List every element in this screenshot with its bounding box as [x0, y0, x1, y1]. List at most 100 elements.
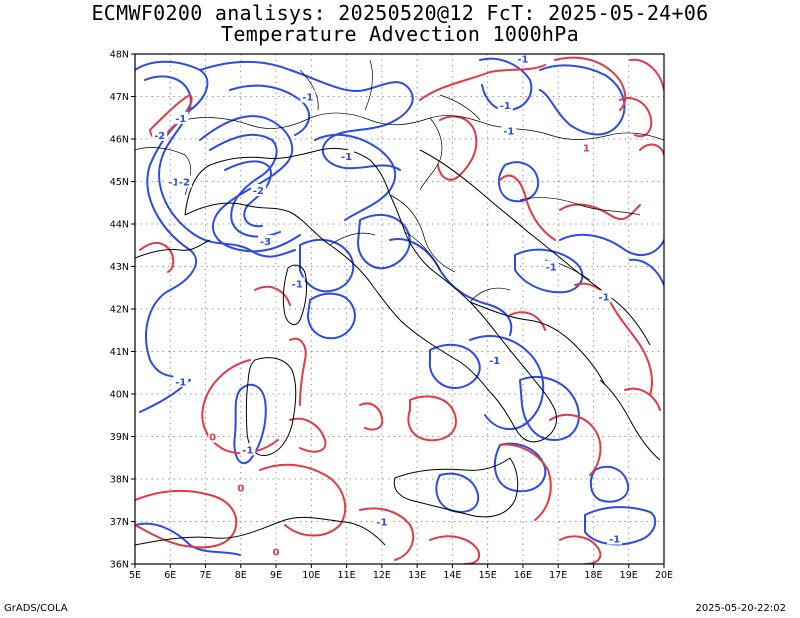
lat-tick-label: 44N	[110, 220, 129, 231]
contour-label-background	[152, 128, 168, 141]
latitude-axis: 36N 37N 38N 39N 40N 41N 42N 43N 44N 45N 46N 47N 48N	[110, 50, 135, 571]
pos-contour-east-2	[639, 143, 664, 156]
neg-contour-ne	[479, 57, 533, 112]
neg-contour-south-2	[469, 335, 545, 430]
pos-contour-ionian	[549, 413, 602, 476]
pos-contour-ne-3	[629, 58, 664, 91]
france-coast	[135, 239, 211, 259]
neg-contour-south-3	[519, 375, 580, 441]
contour-label-background	[257, 235, 273, 247]
lat-tick-label: 43N	[110, 262, 129, 273]
pos-contour-south-3	[359, 507, 415, 561]
lon-tick-label: 13E	[408, 570, 426, 581]
contour-label: 0	[209, 433, 216, 444]
pos-contour-sicily-1	[407, 395, 457, 442]
footer-software-label: GrADS/COLA	[4, 603, 68, 614]
pos-contour-sardinia-e	[289, 417, 327, 453]
contour-label: -1	[175, 377, 186, 388]
contour-label: -2	[179, 178, 190, 189]
pos-contour-ne-1	[419, 64, 546, 101]
neg-contour-south-1	[428, 343, 481, 389]
contour-label-background	[596, 290, 612, 303]
lon-tick-label: 9E	[270, 570, 282, 581]
neg-contour-sardinia	[233, 383, 267, 465]
contour-label: -1	[292, 280, 303, 291]
lat-tick-label: 42N	[110, 305, 129, 316]
contour-label: 0	[273, 547, 280, 558]
lat-tick-label: 39N	[110, 432, 129, 443]
lon-tick-label: 8E	[235, 570, 247, 581]
contour-label: -2	[154, 131, 165, 142]
contour-label: -1	[500, 101, 511, 112]
neg-contour-se	[584, 506, 657, 546]
contour-label-background	[208, 430, 217, 443]
contour-label: -1	[517, 54, 528, 65]
lon-tick-label: 18E	[584, 570, 602, 581]
contour-label-background	[271, 545, 281, 558]
pos-contour-croatia	[499, 174, 556, 241]
neg-contour-calabria	[493, 442, 547, 493]
map-title-line1: ECMWF0200 analisys: 20250520@12 FcT: 202…	[91, 1, 709, 25]
puglia-coast	[469, 301, 606, 386]
coastlines	[135, 147, 661, 546]
lat-tick-label: 48N	[110, 50, 129, 61]
contour-label-background	[173, 111, 189, 124]
neg-contour-ionian	[589, 465, 630, 503]
contour-label: -1	[598, 292, 609, 303]
contour-label: -2	[253, 186, 264, 197]
pos-contour-ne-2	[554, 56, 627, 111]
contour-label-background	[339, 150, 355, 162]
contour-label-background	[240, 443, 256, 456]
lat-tick-label: 46N	[110, 135, 129, 146]
pos-contour-east-1	[624, 387, 661, 411]
pos-contour-puglia	[509, 311, 546, 331]
lon-tick-label: 7E	[200, 570, 212, 581]
lat-tick-label: 37N	[110, 517, 129, 528]
neg-contour-balkan-2	[559, 233, 664, 256]
pos-contour-east-3	[619, 97, 653, 138]
contour-label-background	[582, 141, 591, 154]
pos-contour-calabria	[499, 443, 552, 521]
contour-label: -1	[546, 263, 557, 274]
sardinia-coast	[245, 357, 297, 457]
map-title-line2: Temperature Advection 1000hPa	[221, 22, 579, 46]
neg-contour-alps-2	[209, 133, 281, 238]
neg-contour-balkan	[498, 161, 540, 203]
lat-tick-label: 40N	[110, 390, 129, 401]
footer-timestamp: 2025-05-20-22:02	[695, 603, 786, 614]
lon-tick-label: 20E	[655, 570, 673, 581]
lat-tick-label: 36N	[110, 560, 129, 571]
neg-contour-center-1	[299, 238, 355, 293]
contour-label: -1	[242, 445, 253, 456]
contour-label: -1	[341, 152, 352, 163]
pos-contour-se	[559, 535, 602, 564]
contour-label-background	[374, 515, 390, 528]
contour-label-background	[173, 375, 189, 388]
neg-contour-sicily	[435, 472, 480, 513]
contour-label-background	[236, 481, 246, 494]
pos-contour-slovenia	[437, 115, 478, 181]
lon-tick-label: 17E	[549, 570, 567, 581]
pos-contour-w-coast	[139, 242, 175, 273]
neg-contour-center-2	[307, 292, 356, 340]
corsica-coast	[282, 264, 308, 326]
contour-label-background	[607, 532, 623, 545]
contour-label: -1	[489, 356, 500, 367]
contour-label: -1	[168, 178, 179, 189]
lon-tick-label: 19E	[620, 570, 638, 581]
contour-label-background	[501, 124, 517, 137]
lat-tick-label: 38N	[110, 475, 129, 486]
lon-tick-label: 15E	[479, 570, 497, 581]
lon-tick-label: 6E	[164, 570, 176, 581]
neg-contour-center-3	[357, 213, 411, 270]
longitude-axis: 5E 6E 7E 8E 9E 10E 11E 12E 13E 14E 15E 16E 17E 18E 19E…	[129, 564, 673, 581]
pos-contour-tyrrhenian-1	[254, 285, 291, 306]
contour-label: 1	[583, 144, 590, 155]
pos-contour-south-1	[259, 463, 347, 537]
pos-contour-south-2	[135, 489, 238, 549]
contour-label: -1	[302, 93, 313, 104]
graticule	[135, 54, 664, 564]
lon-tick-label: 5E	[129, 570, 141, 581]
contour-labels: -1 -2-1-2-1-2-3-1-1-1-1-1-1-1-1-1-1-1-110…	[152, 54, 623, 558]
